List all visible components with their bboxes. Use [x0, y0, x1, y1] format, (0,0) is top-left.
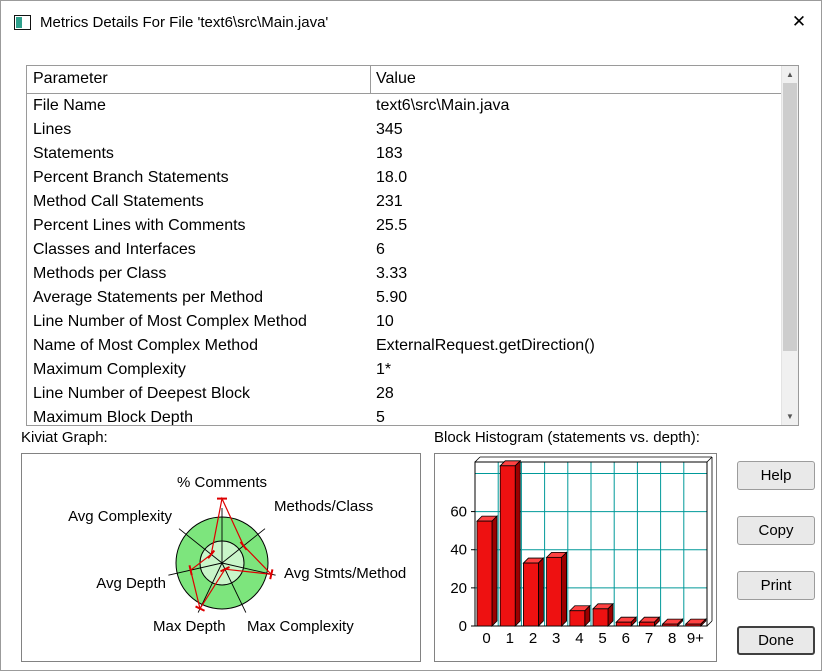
table-row[interactable]: Percent Lines with Comments 25.5	[27, 214, 781, 238]
value-cell: 5.90	[376, 289, 408, 306]
svg-text:8: 8	[668, 630, 676, 647]
parameter-cell: Methods per Class	[33, 265, 167, 282]
kiviat-axis-label-max-depth: Max Depth	[153, 618, 226, 635]
table-row[interactable]: Name of Most Complex Method ExternalReque…	[27, 334, 781, 358]
table-row[interactable]: Average Statements per Method 5.90	[27, 286, 781, 310]
kiviat-axis-label-avg-depth: Avg Depth	[96, 575, 166, 592]
table-row[interactable]: Maximum Complexity 1*	[27, 358, 781, 382]
value-cell: 231	[376, 193, 403, 210]
scrollbar-thumb[interactable]	[783, 83, 797, 351]
value-cell: text6\src\Main.java	[376, 97, 510, 114]
scroll-down-icon[interactable]: ▼	[786, 412, 794, 421]
value-cell: 6	[376, 241, 385, 258]
parameter-cell: Maximum Block Depth	[33, 409, 194, 425]
table-row[interactable]: Classes and Interfaces 6	[27, 238, 781, 262]
parameter-cell: Line Number of Most Complex Method	[33, 313, 307, 330]
svg-text:40: 40	[450, 542, 467, 559]
app-icon	[14, 14, 31, 30]
svg-text:0: 0	[482, 630, 490, 647]
column-header-value[interactable]: Value	[376, 70, 416, 87]
parameter-cell: File Name	[33, 97, 106, 114]
kiviat-graph-label: Kiviat Graph:	[21, 429, 108, 446]
table-row[interactable]: File Name text6\src\Main.java	[27, 94, 781, 118]
parameter-cell: Line Number of Deepest Block	[33, 385, 250, 402]
value-cell: 10	[376, 313, 394, 330]
value-cell: 18.0	[376, 169, 408, 186]
copy-button[interactable]: Copy	[737, 516, 815, 545]
kiviat-axis-label-avg-stmts: Avg Stmts/Method	[284, 565, 407, 582]
table-row[interactable]: Methods per Class 3.33	[27, 262, 781, 286]
help-button[interactable]: Help	[737, 461, 815, 490]
parameter-cell: Statements	[33, 145, 114, 162]
svg-text:0: 0	[459, 618, 467, 635]
parameter-cell: Maximum Complexity	[33, 361, 186, 378]
svg-text:6: 6	[622, 630, 630, 647]
vertical-scrollbar[interactable]: ▲ ▼	[781, 66, 798, 425]
svg-text:9+: 9+	[687, 630, 704, 647]
value-cell: ExternalRequest.getDirection()	[376, 337, 595, 354]
kiviat-graph-panel: % Comments Methods/Class Avg Stmts/Metho…	[21, 453, 421, 662]
parameter-cell: Method Call Statements	[33, 193, 204, 210]
column-header-parameter[interactable]: Parameter	[33, 70, 108, 87]
histogram-panel: 0 20 40 60 0 1 2 3 4 5 6 7 8 9+	[434, 453, 717, 662]
parameter-cell: Percent Lines with Comments	[33, 217, 246, 234]
kiviat-axis-label-max-complexity: Max Complexity	[247, 618, 354, 635]
svg-text:3: 3	[552, 630, 560, 647]
value-cell: 5	[376, 409, 385, 425]
table-row[interactable]: Percent Branch Statements 18.0	[27, 166, 781, 190]
value-cell: 345	[376, 121, 403, 138]
kiviat-axis-label-methods-class: Methods/Class	[274, 498, 374, 515]
title-bar[interactable]: Metrics Details For File 'text6\src\Main…	[1, 1, 821, 43]
value-cell: 1*	[376, 361, 392, 378]
window-title: Metrics Details For File 'text6\src\Main…	[40, 13, 329, 31]
table-row[interactable]: Method Call Statements 231	[27, 190, 781, 214]
parameter-cell: Name of Most Complex Method	[33, 337, 258, 354]
parameter-cell: Percent Branch Statements	[33, 169, 229, 186]
metrics-table: Parameter Value File Name text6\src\Main.…	[26, 65, 799, 426]
table-row[interactable]: Line Number of Most Complex Method 10	[27, 310, 781, 334]
scroll-up-icon[interactable]: ▲	[786, 70, 794, 79]
done-button[interactable]: Done	[737, 626, 815, 655]
svg-text:60: 60	[450, 504, 467, 521]
block-histogram-label: Block Histogram (statements vs. depth):	[434, 429, 700, 446]
value-cell: 3.33	[376, 265, 408, 282]
table-body: File Name text6\src\Main.java Lines 345 Stat…	[27, 94, 781, 425]
kiviat-axis-label-avg-complexity: Avg Complexity	[68, 508, 172, 525]
parameter-cell: Average Statements per Method	[33, 289, 264, 306]
column-resize-handle[interactable]	[370, 66, 371, 93]
value-cell: 28	[376, 385, 394, 402]
svg-text:2: 2	[529, 630, 537, 647]
table-header: Parameter Value	[27, 66, 781, 94]
svg-text:7: 7	[645, 630, 653, 647]
print-button[interactable]: Print	[737, 571, 815, 600]
svg-text:1: 1	[506, 630, 514, 647]
kiviat-chart	[168, 496, 276, 613]
svg-text:20: 20	[450, 580, 467, 597]
parameter-cell: Lines	[33, 121, 72, 138]
table-row[interactable]: Maximum Block Depth 5	[27, 406, 781, 425]
svg-text:4: 4	[575, 630, 583, 647]
kiviat-axis-label-comments: % Comments	[176, 474, 268, 491]
value-cell: 183	[376, 145, 403, 162]
parameter-cell: Classes and Interfaces	[33, 241, 196, 258]
table-row[interactable]: Line Number of Deepest Block 28	[27, 382, 781, 406]
svg-text:5: 5	[598, 630, 606, 647]
close-icon[interactable]: ✕	[787, 10, 811, 34]
app-icon-glyph	[16, 16, 22, 28]
value-cell: 25.5	[376, 217, 408, 234]
table-row[interactable]: Lines 345	[27, 118, 781, 142]
table-row[interactable]: Statements 183	[27, 142, 781, 166]
